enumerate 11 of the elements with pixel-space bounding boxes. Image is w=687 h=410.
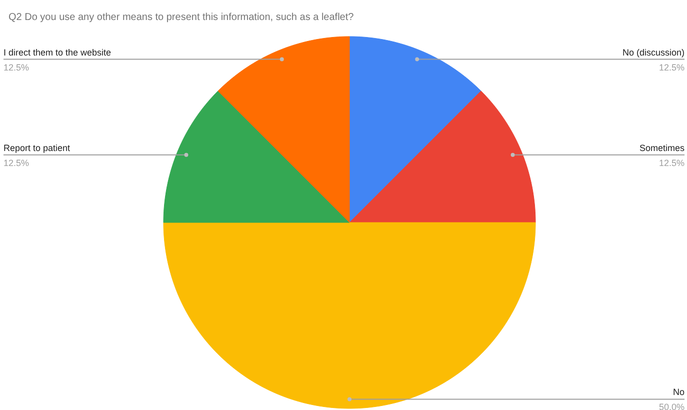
data-label: 12.5% <box>4 158 30 168</box>
slice-label: No (discussion) <box>622 47 685 58</box>
data-label: 50.0% <box>658 402 685 410</box>
chart-title: Q2 Do you use any other means to present this information, such as a leaflet? <box>8 12 354 23</box>
slice-label: No <box>672 387 685 398</box>
data-label: 12.5% <box>4 62 30 72</box>
slice-label: Report to patient <box>4 142 71 153</box>
slice-label: I direct them to the website <box>4 47 112 58</box>
data-label: 12.5% <box>658 62 685 72</box>
data-label: 12.5% <box>658 158 685 168</box>
slice-label: Sometimes <box>639 142 685 153</box>
